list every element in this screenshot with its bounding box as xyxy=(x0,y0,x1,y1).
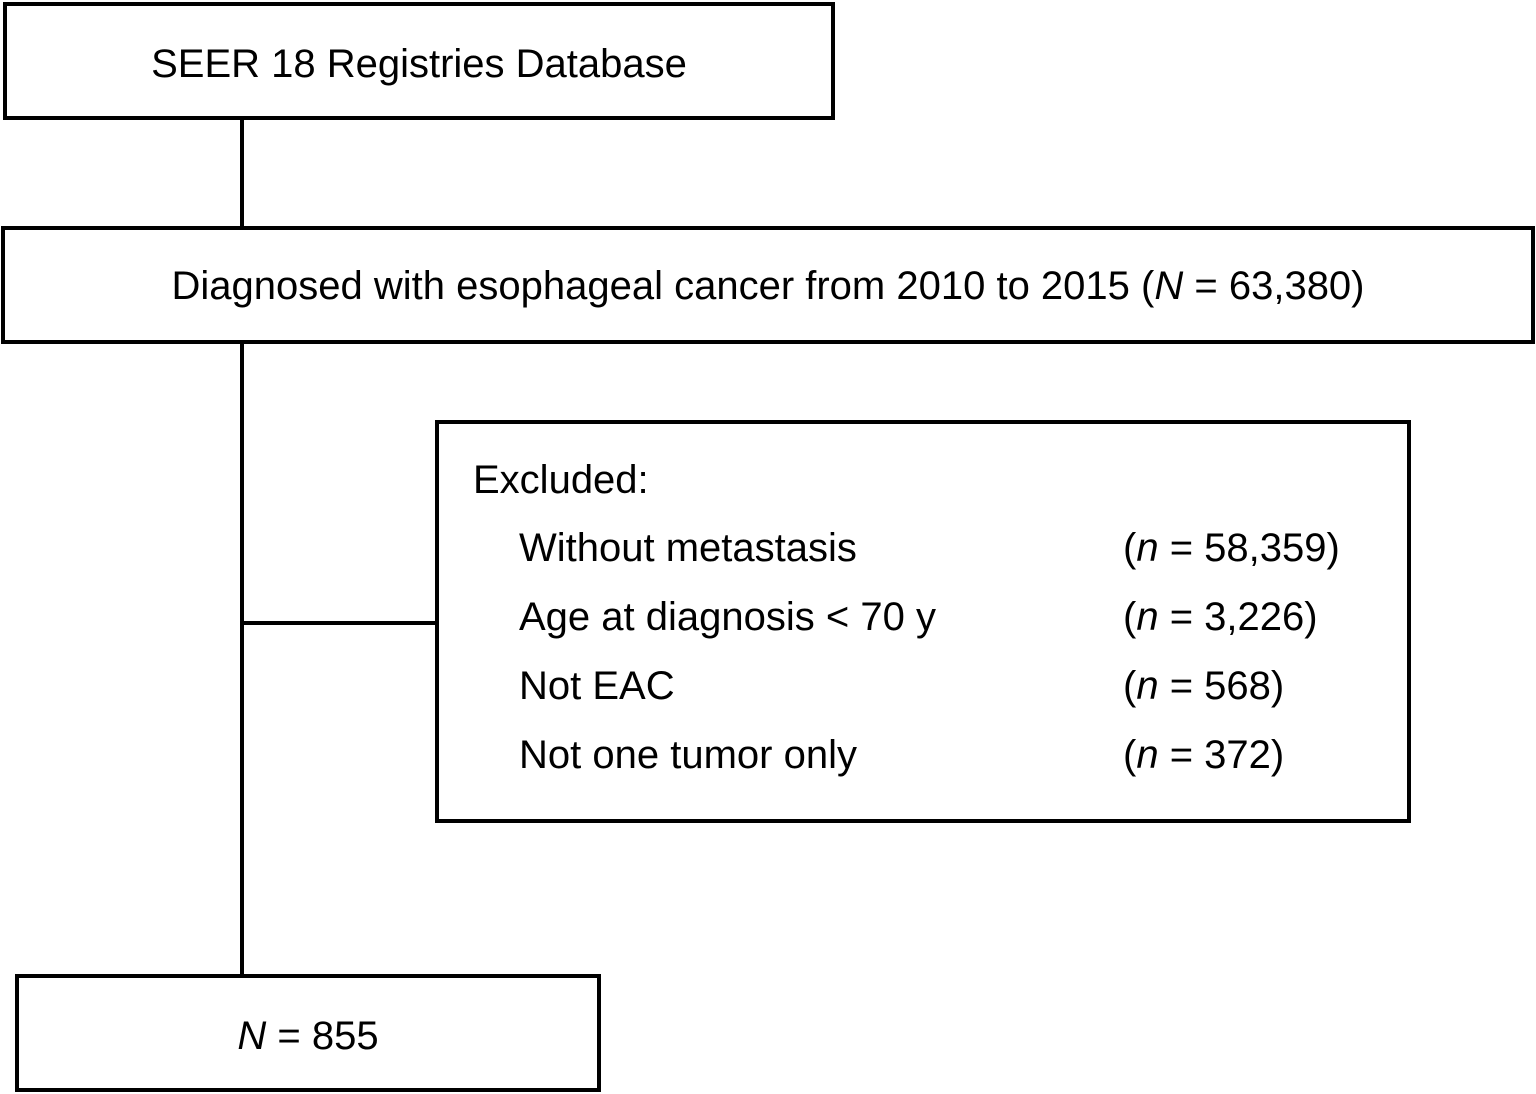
diagnosed-label: Diagnosed with esophageal cancer from 20… xyxy=(5,262,1531,310)
excluded-item-count: (n = 372) xyxy=(1123,731,1284,779)
final-box: N = 855 xyxy=(15,974,601,1092)
excluded-item-paren: ( xyxy=(1123,733,1137,777)
excluded-item-count: (n = 3,226) xyxy=(1123,593,1318,641)
excluded-item-label: Not one tumor only xyxy=(519,733,857,777)
source-label: SEER 18 Registries Database xyxy=(151,42,687,86)
excluded-item-value: = 3,226) xyxy=(1158,595,1318,639)
connector-source-to-diagnosed xyxy=(240,118,244,228)
excluded-item-value: = 372) xyxy=(1158,733,1285,777)
excluded-item-label: Without metastasis xyxy=(519,526,857,570)
final-n-symbol: N xyxy=(237,1014,267,1058)
connector-diagnosed-to-final xyxy=(240,342,244,976)
excluded-item-label: Age at diagnosis < 70 y xyxy=(519,595,936,639)
excluded-item-n-symbol: n xyxy=(1136,526,1159,570)
excluded-item-value: = 568) xyxy=(1158,664,1285,708)
excluded-box: Excluded: Without metastasis (n = 58,359… xyxy=(435,420,1411,823)
excluded-item-paren: ( xyxy=(1123,595,1137,639)
excluded-item-n-symbol: n xyxy=(1136,664,1159,708)
connector-to-excluded xyxy=(240,621,438,625)
source-box: SEER 18 Registries Database xyxy=(3,2,835,120)
excluded-item-n-symbol: n xyxy=(1136,733,1159,777)
excluded-item-n-symbol: n xyxy=(1136,595,1159,639)
excluded-item-value: = 58,359) xyxy=(1158,526,1340,570)
diagnosed-box: Diagnosed with esophageal cancer from 20… xyxy=(1,226,1535,344)
excluded-item-label: Not EAC xyxy=(519,664,675,708)
final-count: = 855 xyxy=(266,1014,379,1058)
excluded-item-count: (n = 568) xyxy=(1123,662,1284,710)
excluded-item-paren: ( xyxy=(1123,526,1137,570)
diagnosed-label-prefix: Diagnosed with esophageal cancer from 20… xyxy=(171,264,1155,308)
diagnosed-n-symbol: N xyxy=(1154,264,1184,308)
diagnosed-count: = 63,380) xyxy=(1183,264,1365,308)
excluded-header: Excluded: xyxy=(473,458,649,502)
excluded-item-count: (n = 58,359) xyxy=(1123,524,1340,572)
final-label: N = 855 xyxy=(19,1012,597,1060)
excluded-item-paren: ( xyxy=(1123,664,1137,708)
